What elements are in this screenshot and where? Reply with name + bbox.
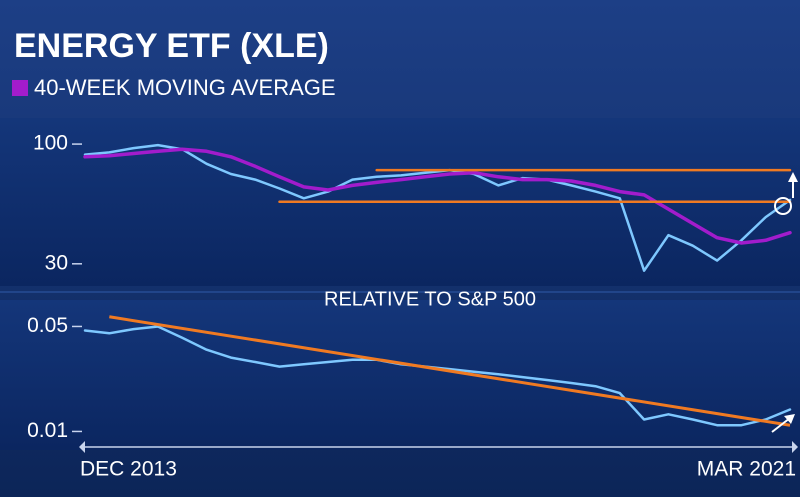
chart-title: ENERGY ETF (XLE) bbox=[14, 27, 329, 65]
y-tick-label: 30 bbox=[45, 251, 68, 274]
y-tick-label: 0.05 bbox=[27, 314, 68, 337]
x-tick-label: DEC 2013 bbox=[80, 458, 177, 481]
axis-arrow bbox=[79, 441, 85, 453]
subtitle: RELATIVE TO S&P 500 bbox=[324, 288, 536, 310]
trend-line bbox=[109, 315, 791, 427]
highlight-circle bbox=[774, 197, 792, 215]
bottom-panel bbox=[0, 300, 800, 450]
legend-swatch bbox=[12, 80, 28, 96]
up-arrow-head bbox=[788, 172, 798, 182]
legend-label: 40-WEEK MOVING AVERAGE bbox=[34, 75, 336, 100]
x-tick-label: MAR 2021 bbox=[697, 458, 796, 481]
series-line bbox=[83, 143, 792, 272]
y-tick-label: 100 bbox=[33, 132, 68, 155]
y-tick-label: 0.01 bbox=[27, 419, 68, 442]
breakout-arrow-head bbox=[784, 414, 795, 424]
breakout-arrow bbox=[771, 417, 791, 433]
plots: 100 30 0.05 0.01 DEC 2013 MAR 2021 bbox=[27, 132, 796, 481]
series-line bbox=[83, 147, 792, 245]
axis-arrow bbox=[792, 441, 798, 453]
